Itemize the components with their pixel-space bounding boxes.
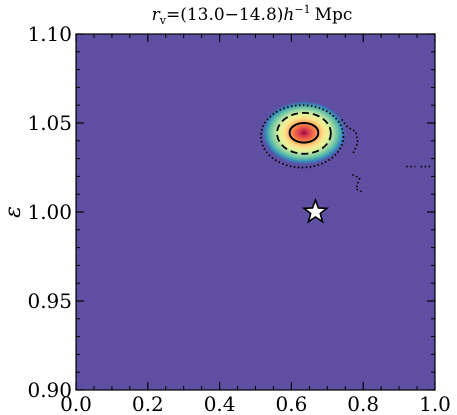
x-tick-label: 1.0 (419, 392, 451, 415)
contour-outer (259, 104, 345, 169)
plot-background (76, 34, 435, 390)
title-range: =(13.0−14.8) (166, 5, 283, 25)
x-tick-label: 0.2 (132, 392, 164, 415)
contour-layer (259, 104, 432, 194)
title-symbol: r (152, 5, 161, 25)
tick-layer: 0.0 0.2 0.4 0.6 0.8 1.0 0.90 0.95 1.00 1.05 1.10 (27, 22, 450, 415)
contour-middle (276, 111, 332, 155)
heatmap-layer (260, 100, 348, 166)
contour-inner (288, 121, 320, 144)
title-exponent: −1 (294, 3, 310, 16)
x-tick-label: 0.6 (275, 392, 307, 415)
fiducial-star-marker (301, 197, 330, 224)
y-tick-label: 1.00 (27, 200, 72, 224)
x-tick-label: 0.4 (204, 392, 236, 415)
x-tick-label: 0.0 (60, 392, 92, 415)
y-tick-label: 0.95 (27, 289, 72, 313)
title-subscript: v (159, 14, 167, 27)
contour-fragment (352, 173, 364, 194)
title-h: h (283, 5, 294, 25)
y-tick-label: 1.10 (27, 22, 72, 46)
y-tick-label: 0.90 (27, 378, 72, 402)
density-blob (260, 100, 348, 166)
y-axis-label: ε (1, 206, 26, 218)
y-tick-label: 1.05 (27, 111, 72, 135)
title-unit: Mpc (315, 5, 353, 25)
marker-layer (301, 197, 330, 224)
chart-title: rv=(13.0−14.8)h−1 Mpc (152, 3, 353, 27)
x-tick-label: 0.8 (347, 392, 379, 415)
